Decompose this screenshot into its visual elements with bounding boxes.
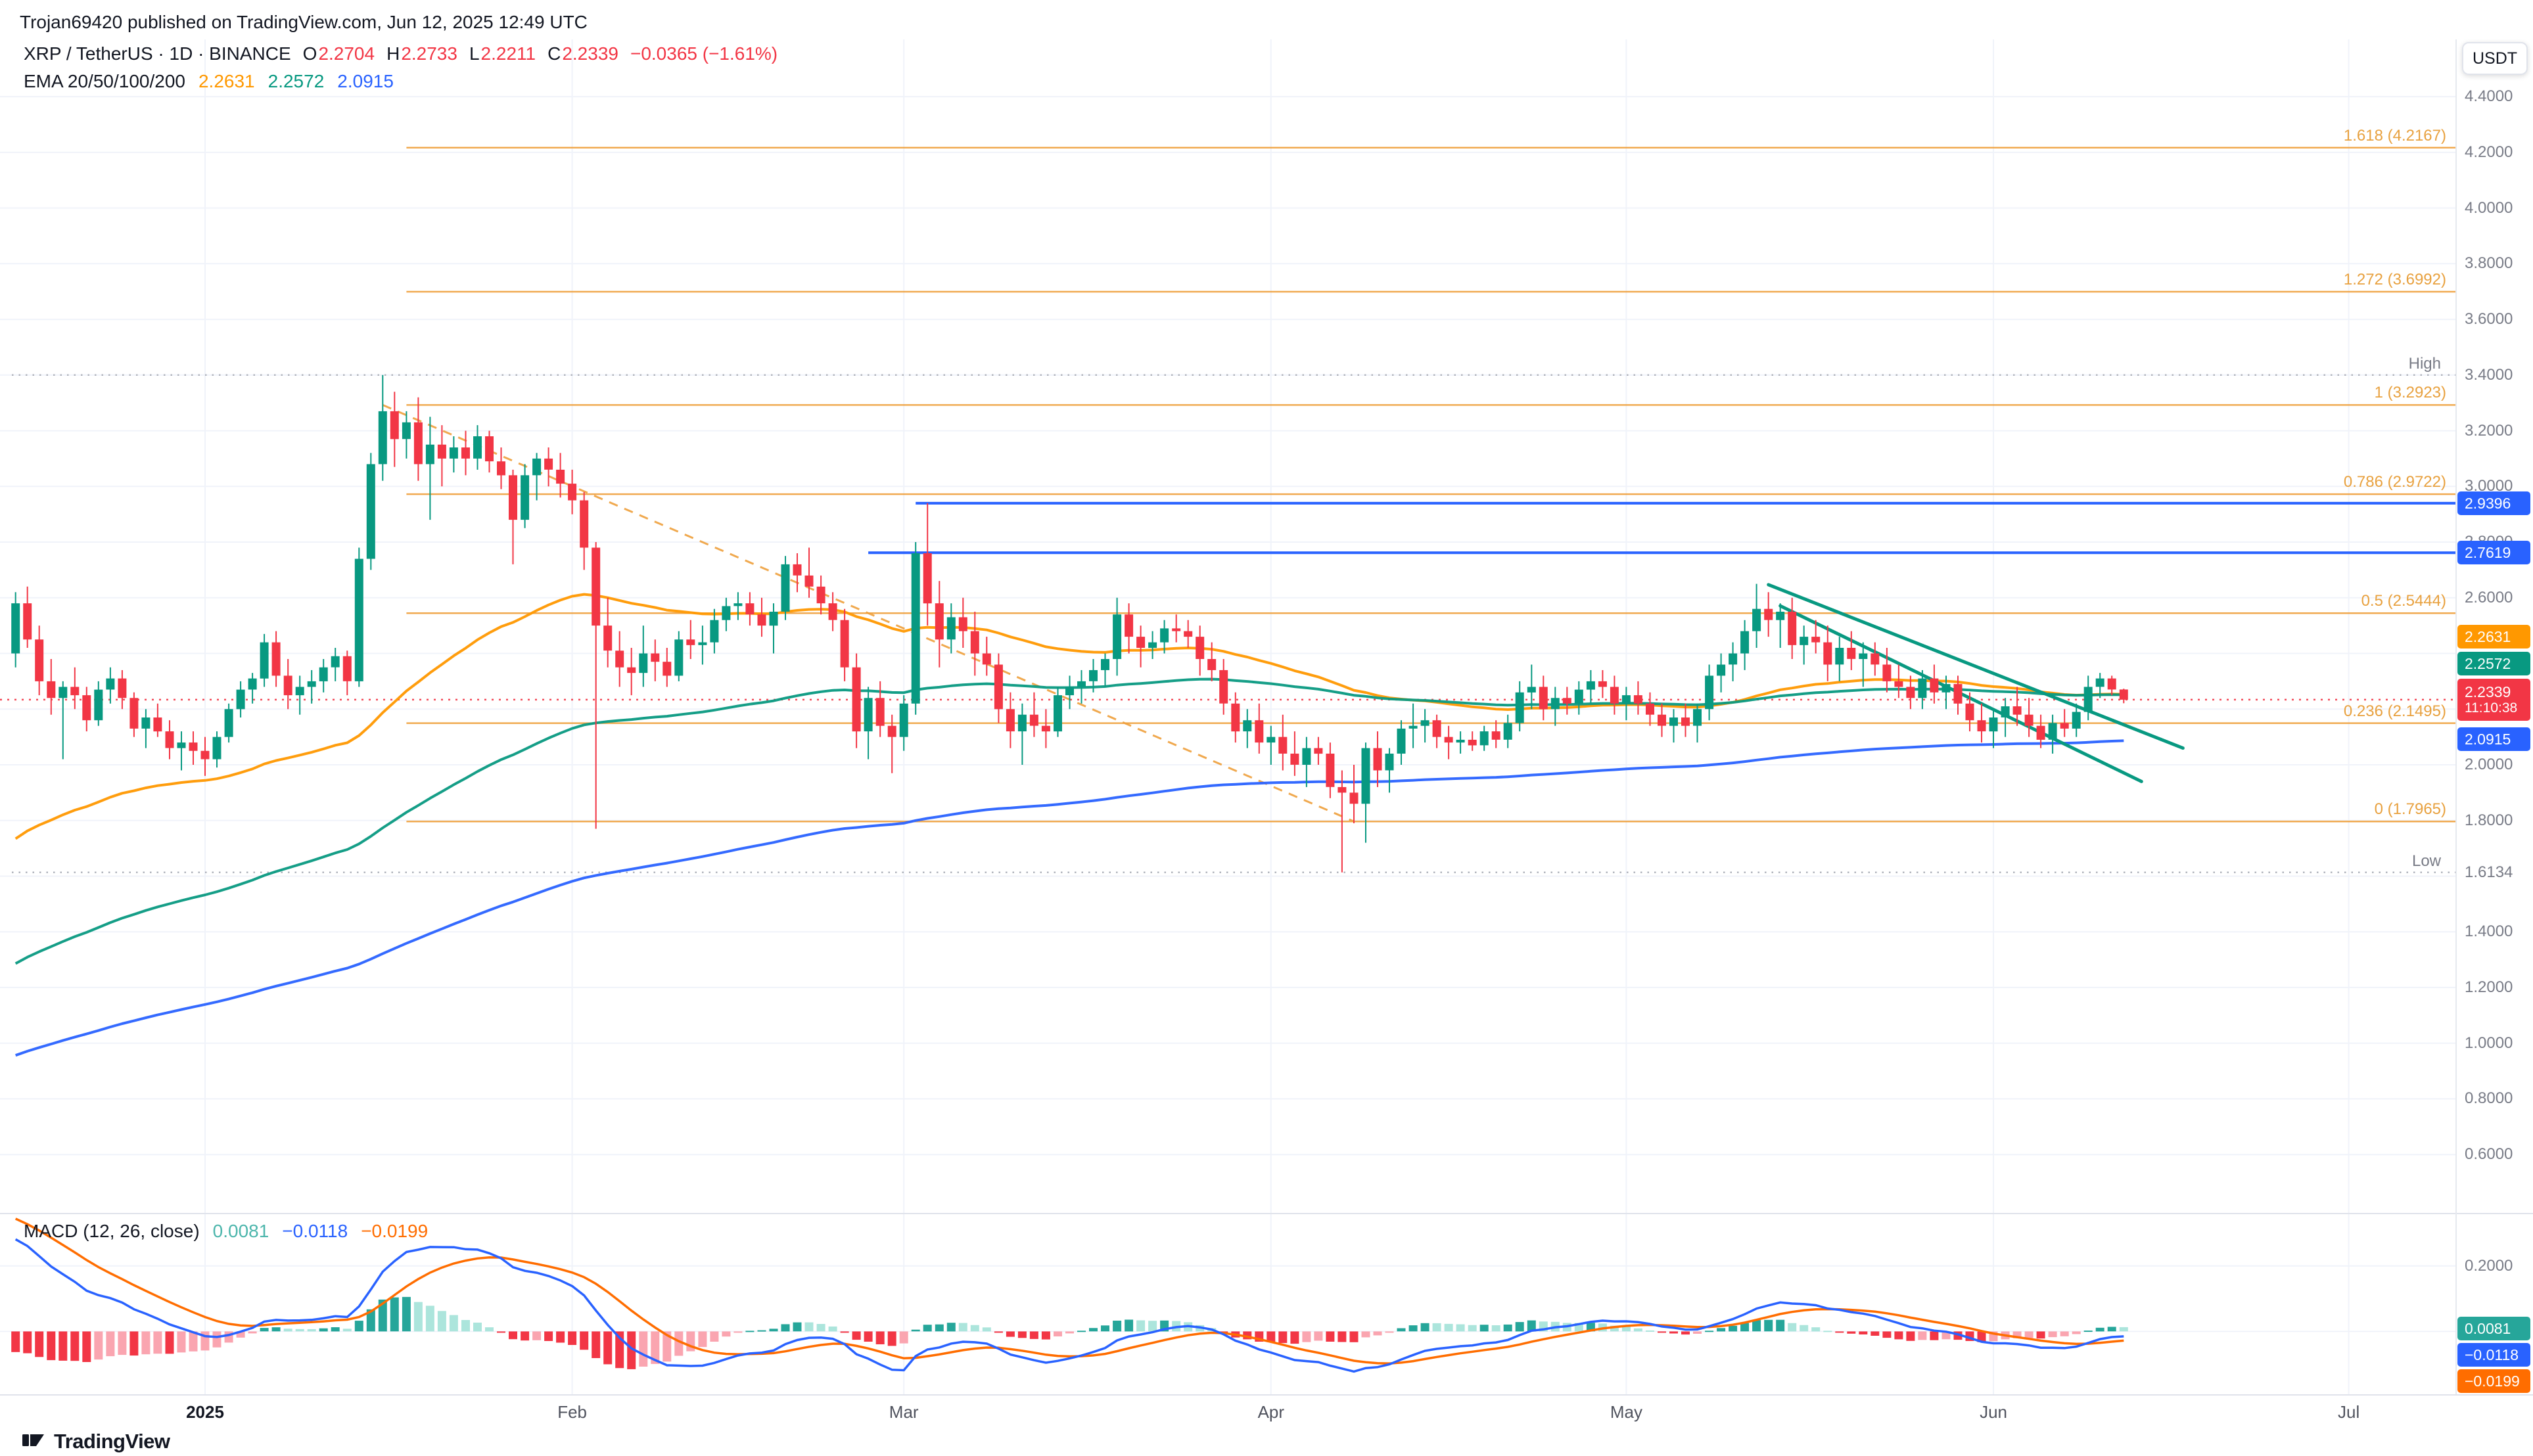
price-tick: 3.2000 [2465, 421, 2513, 440]
price-tick: 3.4000 [2465, 365, 2513, 384]
macd-tick: 0.2000 [2465, 1256, 2513, 1275]
pane-separator[interactable] [0, 1213, 2533, 1214]
price-tick: 3.6000 [2465, 310, 2513, 329]
time-axis[interactable]: 2025 Feb Mar Apr May Jun Jul [0, 1394, 2455, 1428]
macd-legend-label: MACD (12, 26, close) [24, 1221, 200, 1241]
macd-signal-value: −0.0199 [361, 1221, 429, 1241]
time-axis-label: Mar [889, 1402, 919, 1422]
time-axis-label: May [1610, 1402, 1642, 1422]
price-tick: 1.2000 [2465, 978, 2513, 996]
time-axis-label: Feb [557, 1402, 588, 1422]
price-tick: 1.4000 [2465, 922, 2513, 941]
fib-level-label: 1.618 (4.2167) [2343, 126, 2446, 145]
ohlc-low: L 2.2211 [469, 43, 536, 64]
tradingview-logo-icon [22, 1431, 46, 1453]
price-tick: 4.0000 [2465, 198, 2513, 217]
macd-badge: 0.0081 [2457, 1317, 2530, 1341]
price-tick: 4.4000 [2465, 87, 2513, 106]
price-badge: 2.7619 [2457, 541, 2530, 565]
fib-level-label: 0.5 (2.5444) [2361, 592, 2446, 610]
ema-legend-label: EMA 20/50/100/200 [24, 71, 185, 91]
time-axis-label: Jun [1980, 1402, 2007, 1422]
price-tick: 1.0000 [2465, 1034, 2513, 1052]
price-tick: 2.0000 [2465, 755, 2513, 773]
tradingview-wordmark: TradingView [54, 1430, 170, 1453]
price-tick: 0.8000 [2465, 1089, 2513, 1108]
time-axis-label: Apr [1257, 1402, 1285, 1422]
ema-value-20: 2.2631 [198, 71, 255, 91]
macd-badge: −0.0118 [2457, 1343, 2530, 1367]
ema-value-200: 2.0915 [337, 71, 394, 91]
fib-level-label: 1.272 (3.6992) [2343, 271, 2446, 289]
fib-level-label: 0.786 (2.9722) [2343, 473, 2446, 491]
price-badge: 2.2631 [2457, 624, 2530, 648]
time-axis-label: 2025 [186, 1402, 224, 1422]
time-axis-label: Jul [2338, 1402, 2360, 1422]
macd-legend[interactable]: MACD (12, 26, close) 0.0081 −0.0118 −0.0… [24, 1221, 428, 1242]
price-tick: 0.6000 [2465, 1145, 2513, 1164]
high-label: High [2403, 354, 2446, 373]
price-axis-border [2455, 39, 2457, 1394]
price-badge: 2.0915 [2457, 727, 2530, 752]
price-tick: 1.8000 [2465, 811, 2513, 829]
price-badge: 2.9396 [2457, 491, 2530, 515]
time-axis-separator [0, 1394, 2533, 1396]
price-axis[interactable]: 4.4000 4.2000 4.0000 3.8000 3.6000 3.4000 3.20… [2455, 0, 2533, 1456]
macd-line-value: −0.0118 [282, 1221, 348, 1241]
ohlc-high: H 2.2733 [386, 43, 457, 64]
symbol-title: XRP / TetherUS · 1D · BINANCE [24, 43, 291, 64]
fib-level-label: 0 (1.7965) [2374, 800, 2446, 819]
ohlc-change: −0.0365 (−1.61%) [630, 43, 778, 64]
fib-level-label: 1 (3.2923) [2374, 384, 2446, 402]
publish-header: Trojan69420 published on TradingView.com… [20, 12, 588, 32]
price-tick: 4.2000 [2465, 143, 2513, 161]
price-badge: 2.2572 [2457, 651, 2530, 675]
price-tick: 3.8000 [2465, 254, 2513, 273]
price-tick: 1.6134 [2465, 863, 2513, 881]
macd-histogram-value: 0.0081 [212, 1221, 269, 1241]
price-badge: 2.2339 11:10:38 [2457, 678, 2530, 721]
price-tick: 2.6000 [2465, 588, 2513, 606]
fib-level-label: 0.236 (2.1495) [2343, 702, 2446, 720]
ohlc-open: O 2.2704 [302, 43, 375, 64]
macd-badge: −0.0199 [2457, 1369, 2530, 1394]
ohlc-close: C 2.2339 [547, 43, 618, 64]
ema-value-50: 2.2572 [267, 71, 325, 91]
currency-toggle-button[interactable]: USDT [2462, 42, 2528, 75]
ema-legend[interactable]: EMA 20/50/100/200 2.2631 2.2572 2.0915 [24, 71, 394, 92]
tradingview-attribution[interactable]: TradingView [22, 1430, 170, 1453]
low-label: Low [2406, 852, 2446, 871]
